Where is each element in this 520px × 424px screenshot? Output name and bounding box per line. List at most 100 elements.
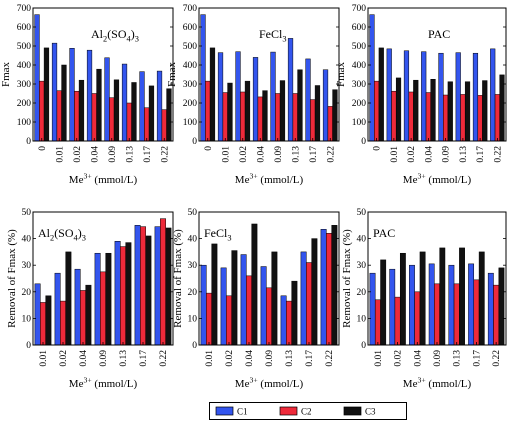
bar-c3-0.22 bbox=[331, 225, 338, 346]
bar-c3-0.17 bbox=[145, 235, 152, 346]
x-tick-label: 0.22 bbox=[492, 350, 502, 367]
x-tick-label: 0.17 bbox=[309, 146, 319, 163]
bar-c3-0.01 bbox=[61, 64, 67, 142]
bar-c2-0.13 bbox=[286, 300, 292, 346]
y-tick-label: 10 bbox=[188, 314, 198, 324]
bar-c1-0.13 bbox=[280, 295, 287, 346]
bar-c1-0.09 bbox=[428, 263, 435, 346]
bar-c1-0.02 bbox=[389, 268, 396, 346]
bar-c3-0.04 bbox=[419, 251, 426, 346]
bar-c3-0.01 bbox=[227, 82, 233, 142]
bar-c3-0.17 bbox=[482, 80, 488, 142]
bar-c3-0.22 bbox=[165, 227, 172, 346]
x-axis-title: Me3+ (mmol/L) bbox=[69, 172, 138, 186]
bar-c2-0.09 bbox=[434, 283, 440, 346]
bar-c2-0.02 bbox=[60, 300, 66, 346]
bar-c2-0.09 bbox=[266, 287, 272, 346]
bar-c1-0.09 bbox=[104, 57, 110, 142]
legend-label-c3: C3 bbox=[365, 407, 376, 417]
bar-c1-0.22 bbox=[487, 272, 494, 346]
y-tick-label: 50 bbox=[188, 208, 198, 218]
bar-c3-0.13 bbox=[459, 247, 465, 346]
x-tick-label: 0.02 bbox=[59, 350, 69, 367]
bar-c3-0.04 bbox=[85, 284, 92, 346]
bar-c1-0.02 bbox=[69, 48, 75, 142]
x-axis-title: Me3+ (mmol/L) bbox=[69, 376, 138, 390]
bar-c2-0.09 bbox=[275, 93, 281, 142]
bar-c1-0.01 bbox=[200, 264, 207, 346]
x-tick-label: 0.04 bbox=[424, 146, 434, 163]
bar-c3-0.09 bbox=[439, 247, 446, 346]
x-tick-label: 0.04 bbox=[256, 146, 266, 163]
x-tick-label: 0.09 bbox=[108, 146, 118, 163]
bar-c1-0.02 bbox=[220, 267, 227, 346]
panel-label: PAC bbox=[428, 27, 450, 41]
y-tick-label: 700 bbox=[352, 4, 367, 14]
y-tick-label: 500 bbox=[183, 42, 198, 52]
y-tick-label: 100 bbox=[183, 118, 198, 128]
x-tick-label: 0.01 bbox=[55, 146, 65, 163]
bar-c2-0.01 bbox=[206, 292, 212, 346]
bar-c2-0.04 bbox=[80, 290, 86, 346]
bar-c2-0.02 bbox=[408, 91, 414, 142]
y-tick-label: 40 bbox=[22, 235, 32, 245]
bar-c3-0.04 bbox=[262, 90, 268, 142]
bar-c2-0.04 bbox=[425, 92, 431, 142]
x-tick-label: 0.17 bbox=[476, 146, 486, 163]
x-tick-label: 0.04 bbox=[90, 146, 100, 163]
bar-c2-0.17 bbox=[310, 99, 316, 142]
bar-c3-0.22 bbox=[498, 267, 505, 346]
bar-c3-0.09 bbox=[271, 251, 278, 346]
y-tick-label: 0 bbox=[26, 137, 31, 147]
bar-c1-0.09 bbox=[270, 51, 276, 142]
bar-c3-0.17 bbox=[148, 85, 155, 142]
x-tick-label: 0.01 bbox=[221, 146, 231, 163]
y-tick-label: 30 bbox=[188, 261, 198, 271]
y-tick-label: 600 bbox=[183, 23, 198, 33]
bar-c1-0.17 bbox=[134, 225, 141, 346]
bar-c1-0.22 bbox=[156, 70, 163, 142]
x-tick-label: 0.17 bbox=[305, 350, 315, 367]
bar-c3-0 bbox=[43, 47, 50, 142]
x-tick-label: 0.02 bbox=[394, 350, 404, 367]
x-tick-label: 0.13 bbox=[453, 350, 463, 367]
y-axis-title: Fmax bbox=[335, 61, 347, 87]
bar-c1-0.13 bbox=[114, 241, 121, 346]
x-tick-label: 0.01 bbox=[390, 146, 400, 163]
bar-c2-0.02 bbox=[226, 295, 232, 346]
x-axis-title: Me3+ (mmol/L) bbox=[235, 172, 304, 186]
bar-c3-0.09 bbox=[105, 252, 112, 346]
bar-c1-0.13 bbox=[448, 264, 455, 346]
panel-top-left: 0 0.01 0.02 0.04 0.09 0.13 0.17 0.22 0 100 200 300 4… bbox=[0, 4, 174, 186]
y-tick-label: 20 bbox=[188, 288, 198, 298]
x-tick-label: 0.09 bbox=[99, 350, 109, 367]
y-tick-label: 0 bbox=[361, 341, 366, 351]
x-tick-label: 0.22 bbox=[493, 146, 503, 163]
y-tick-label: 200 bbox=[17, 99, 32, 109]
y-tick-label: 0 bbox=[26, 341, 31, 351]
bar-c3-0.17 bbox=[478, 251, 485, 346]
bar-c2-0.09 bbox=[443, 94, 449, 142]
bar-c1-0.04 bbox=[252, 57, 259, 142]
bar-c2-0 bbox=[39, 80, 45, 142]
y-tick-label: 30 bbox=[22, 261, 32, 271]
x-tick-label: 0.01 bbox=[374, 350, 384, 367]
y-tick-label: 200 bbox=[183, 99, 198, 109]
bar-c1-0.13 bbox=[455, 52, 461, 142]
bar-c2-0.04 bbox=[414, 291, 421, 346]
bar-c2-0.09 bbox=[109, 97, 115, 142]
bar-c1-0.17 bbox=[472, 52, 479, 142]
bar-c1-0.01 bbox=[217, 52, 224, 142]
bar-c2-0.17 bbox=[473, 279, 480, 346]
bar-c1-0.01 bbox=[34, 283, 41, 346]
y-tick-label: 0 bbox=[192, 137, 197, 147]
legend-label-c2: C2 bbox=[301, 407, 312, 417]
legend-label-c1: C1 bbox=[237, 407, 248, 417]
x-tick-label: 0.02 bbox=[407, 146, 417, 163]
panel-bottom-middle: 0.01 0.02 0.04 0.09 0.13 0.17 0.22 0 10 20 30 40 50 F… bbox=[172, 208, 340, 390]
plot-frame bbox=[367, 211, 507, 346]
y-tick-label: 700 bbox=[17, 4, 32, 14]
x-tick-label: 0.02 bbox=[73, 146, 83, 163]
bar-c1-0.04 bbox=[240, 254, 247, 346]
